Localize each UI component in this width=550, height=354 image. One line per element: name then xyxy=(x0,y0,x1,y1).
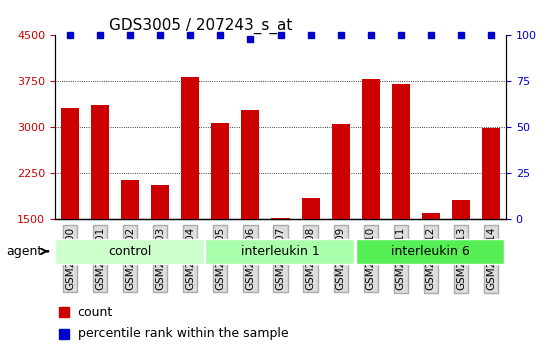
Text: control: control xyxy=(108,245,152,258)
Bar xyxy=(362,79,380,312)
Text: percentile rank within the sample: percentile rank within the sample xyxy=(78,327,288,340)
Bar xyxy=(91,105,109,312)
FancyBboxPatch shape xyxy=(205,239,354,264)
Bar xyxy=(422,213,440,312)
Bar xyxy=(121,180,139,312)
Bar xyxy=(452,200,470,312)
Bar xyxy=(241,110,260,312)
Bar xyxy=(301,198,320,312)
Text: interleukin 6: interleukin 6 xyxy=(392,245,470,258)
Bar xyxy=(211,122,229,312)
Bar xyxy=(332,124,350,312)
Text: GDS3005 / 207243_s_at: GDS3005 / 207243_s_at xyxy=(109,18,293,34)
Text: interleukin 1: interleukin 1 xyxy=(241,245,320,258)
Bar xyxy=(61,108,79,312)
Bar xyxy=(182,77,199,312)
Bar xyxy=(482,128,500,312)
Text: agent: agent xyxy=(6,245,48,258)
FancyBboxPatch shape xyxy=(55,239,204,264)
Text: count: count xyxy=(78,306,113,319)
Bar xyxy=(151,184,169,312)
Bar xyxy=(272,218,289,312)
FancyBboxPatch shape xyxy=(356,239,504,264)
Bar xyxy=(392,85,410,312)
